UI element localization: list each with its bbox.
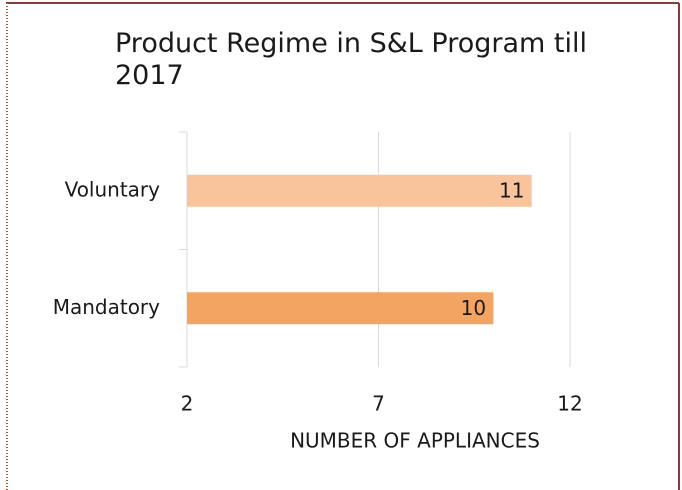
x-tick-label: 12 [557,392,582,416]
bar [187,292,494,325]
x-tick-label: 7 [372,392,385,416]
chart-title: Product Regime in S&L Program till 2017 [115,28,587,91]
x-tick-label: 2 [181,392,194,416]
data-label: 10 [461,296,486,320]
bar [187,174,532,207]
title-box: Product Regime in S&L Program till 2017 [115,28,587,91]
x-axis-title: NUMBER OF APPLIANCES [290,429,540,453]
y-tick-label: Voluntary [65,177,161,201]
data-label: 11 [499,178,524,202]
y-tick-label: Mandatory [53,295,160,319]
